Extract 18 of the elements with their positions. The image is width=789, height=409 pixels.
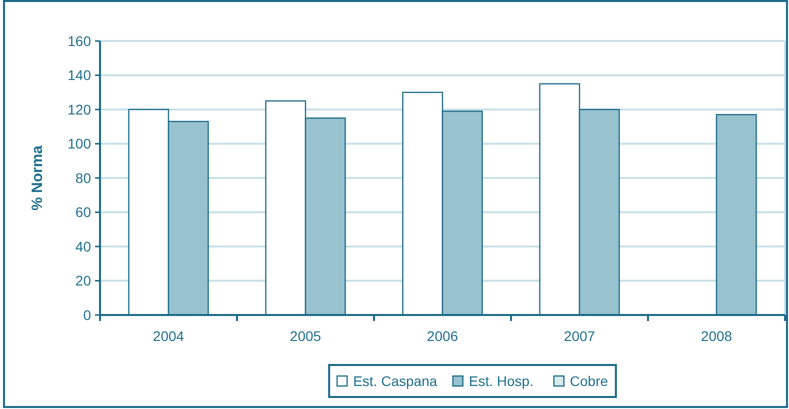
y-tick-label: 80 <box>75 170 92 186</box>
x-tick-label: 2007 <box>564 328 596 344</box>
y-tick-label: 100 <box>68 136 92 152</box>
y-tick-label: 120 <box>68 101 92 118</box>
y-tick-label: 40 <box>75 238 92 254</box>
legend-label: Est. Hosp. <box>468 372 534 389</box>
x-tick-label: 2008 <box>700 328 732 344</box>
x-tick-label: 2006 <box>426 328 458 344</box>
y-tick-label: 0 <box>83 306 92 323</box>
y-tick-label: 20 <box>75 272 92 289</box>
legend-label: Est. Caspana <box>353 372 438 389</box>
y-tick-label: 160 <box>68 32 92 49</box>
legend-label: Cobre <box>570 372 608 389</box>
x-tick-label: 2005 <box>290 328 322 344</box>
y-axis-title: % Norma <box>29 144 46 211</box>
x-tick-label: 2004 <box>152 328 184 344</box>
y-tick-label: 140 <box>68 67 92 84</box>
y-tick-label: 60 <box>75 204 92 220</box>
